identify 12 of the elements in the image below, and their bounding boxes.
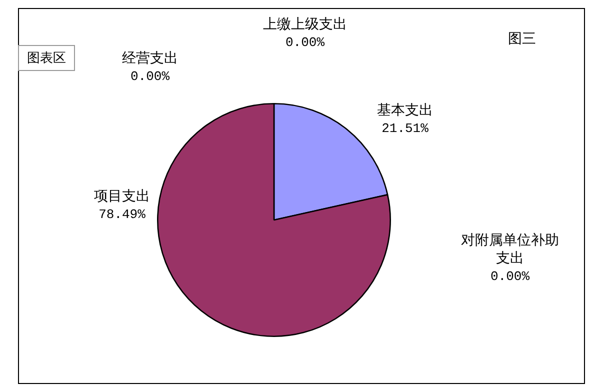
text: 0.00% bbox=[130, 68, 170, 84]
category-label: 上缴上级支出 bbox=[263, 16, 347, 33]
category-label: 对附属单位补助支出 bbox=[461, 232, 559, 267]
category-label: 经营支出 bbox=[122, 50, 178, 67]
text: 图三 bbox=[508, 30, 536, 48]
data-label: 21.51% bbox=[382, 120, 429, 136]
text: 0.00% bbox=[490, 268, 530, 284]
slice-label: 基本支出 bbox=[377, 102, 433, 119]
data-label: 78.49% bbox=[98, 206, 146, 222]
text: 0.00% bbox=[285, 34, 325, 50]
text: 图表区 bbox=[18, 45, 75, 71]
slice-label: 项目支出 bbox=[94, 188, 150, 205]
